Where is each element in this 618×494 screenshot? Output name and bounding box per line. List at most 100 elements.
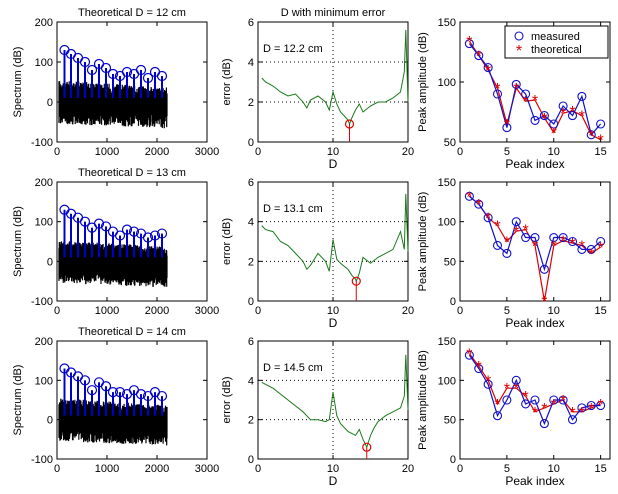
spectrum-title: Theoretical D = 14 cm: [78, 326, 186, 338]
axes-frame: [56, 340, 208, 460]
best-d-marker: [351, 276, 361, 286]
measured-point: [596, 236, 606, 247]
x-tick-label: 5: [504, 463, 510, 475]
theoretical-point: *: [541, 401, 547, 418]
theoretical-point: *: [532, 93, 538, 110]
theoretical-point: *: [485, 211, 491, 228]
peak-marker: [93, 218, 105, 229]
peak-marker: [79, 375, 91, 386]
peak-marker: [114, 387, 126, 398]
measured-line: [468, 354, 601, 426]
noise-floor: [58, 398, 168, 446]
theoretical-point: *: [504, 117, 510, 134]
peak-marker: [156, 228, 168, 239]
theoretical-point: *: [494, 81, 500, 98]
y-tick-label: 50: [444, 256, 456, 268]
error-curve: [261, 29, 409, 126]
measured-line: [469, 195, 601, 272]
y-tick-label: 0: [47, 415, 53, 427]
legend-measured-label: measured: [531, 31, 580, 43]
theoretical-point: *: [551, 397, 557, 414]
y-tick-label: 100: [35, 217, 53, 229]
theoretical-point: *: [513, 381, 519, 398]
y-tick-label: 100: [35, 57, 53, 69]
peak-marker: [100, 62, 112, 74]
y-tick-label: -100: [31, 296, 53, 308]
theoretical-point: *: [579, 238, 585, 255]
y-axis-label: Peak amplitude (dB): [417, 192, 429, 292]
theoretical-point: *: [494, 219, 500, 236]
y-tick-label: 2: [248, 415, 254, 427]
y-tick-label: 100: [438, 77, 456, 89]
best-d-annotation: D = 14.5 cm: [263, 362, 323, 374]
measured-point: [474, 363, 484, 374]
y-tick-label: -100: [31, 137, 53, 149]
x-tick-label: 0: [457, 146, 463, 158]
measured-point: [521, 232, 531, 243]
peak-marker: [79, 56, 91, 68]
legend-theoretical-label: theoretical: [531, 44, 582, 56]
measured-point: [586, 244, 596, 254]
y-axis-label: error (dB): [221, 218, 233, 265]
peak-marker: [100, 221, 112, 232]
y-tick-label: 0: [450, 296, 456, 308]
theoretical-point: *: [541, 111, 547, 128]
measured-point: [530, 395, 540, 405]
measured-point: [502, 248, 512, 258]
theoretical-point: *: [476, 197, 482, 214]
theoretical-point: *: [551, 125, 557, 142]
measured-point: [492, 240, 503, 251]
peak-marker: [107, 387, 119, 398]
measured-point: [567, 236, 578, 247]
x-tick-label: 20: [402, 463, 414, 475]
x-tick-label: 10: [327, 305, 339, 317]
y-tick-label: 100: [35, 375, 53, 387]
y-tick-label: -100: [31, 454, 53, 466]
measured-point: [464, 191, 474, 201]
theoretical-point: *: [598, 397, 604, 414]
theoretical-point: *: [513, 81, 519, 98]
theoretical-point: *: [466, 34, 472, 51]
theoretical-point: *: [551, 238, 557, 255]
measured-point: [558, 232, 568, 243]
peak-marker: [156, 70, 168, 82]
peak-marker: [135, 389, 147, 400]
axes-frame: [56, 21, 208, 143]
y-tick-label: 0: [248, 296, 254, 308]
theoretical-point: *: [476, 359, 482, 376]
legend-theoretical-marker: *: [516, 43, 522, 60]
y-tick-label: 0: [47, 97, 53, 109]
y-tick-label: 0: [248, 137, 254, 149]
y-axis-label: error (dB): [221, 376, 233, 423]
peak-marker: [121, 224, 133, 235]
theoretical-point: *: [598, 133, 604, 150]
measured-point: [558, 101, 568, 111]
x-tick-label: 3000: [195, 463, 219, 475]
theoretical-point: *: [588, 128, 594, 145]
theoretical-point: *: [504, 381, 510, 398]
best-d-marker: [362, 442, 372, 452]
peak-marker: [79, 216, 91, 227]
peak-marker: [86, 385, 98, 396]
y-axis-label: Spectrum (dB): [12, 47, 24, 118]
theoretical-point: *: [523, 94, 529, 111]
measured-point: [539, 419, 549, 429]
peak-marker: [149, 230, 161, 241]
x-tick-label: 0: [255, 305, 261, 317]
y-tick-label: 150: [438, 17, 456, 29]
best-d-marker: [344, 119, 355, 129]
x-tick-label: 0: [54, 305, 60, 317]
theoretical-point: *: [579, 109, 585, 126]
legend-measured-marker: [514, 31, 524, 41]
y-tick-label: 6: [248, 336, 254, 348]
peak-marker: [107, 68, 119, 80]
theoretical-point: *: [560, 234, 566, 251]
measured-point: [567, 415, 578, 425]
legend: measured * theoretical: [504, 25, 609, 60]
x-tick-label: 0: [457, 305, 463, 317]
theoretical-point: *: [598, 240, 604, 257]
